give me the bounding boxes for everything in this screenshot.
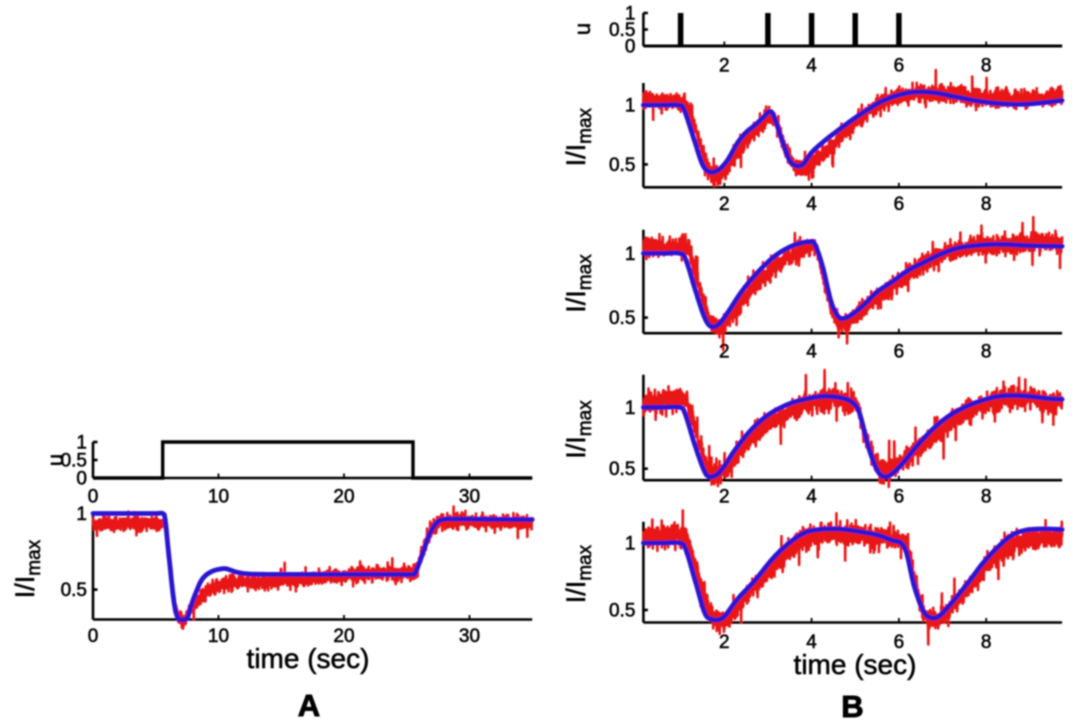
svg-text:1: 1 — [625, 96, 636, 117]
svg-text:6: 6 — [894, 56, 905, 77]
svg-text:I/Imax: I/Imax — [561, 544, 596, 603]
svg-text:4: 4 — [806, 194, 817, 215]
svg-text:0: 0 — [625, 37, 636, 58]
svg-text:0.5: 0.5 — [609, 20, 635, 41]
svg-text:8: 8 — [981, 56, 992, 77]
svg-text:1: 1 — [625, 534, 636, 555]
svg-text:I/Imax: I/Imax — [561, 254, 596, 313]
svg-text:0.5: 0.5 — [609, 308, 635, 329]
svg-text:u: u — [43, 454, 68, 466]
svg-text:0.5: 0.5 — [61, 580, 87, 601]
svg-text:8: 8 — [981, 194, 992, 215]
svg-text:2: 2 — [719, 632, 730, 653]
svg-text:1: 1 — [76, 504, 87, 525]
svg-text:6: 6 — [894, 341, 905, 362]
svg-text:20: 20 — [333, 487, 354, 508]
svg-text:4: 4 — [806, 341, 817, 362]
svg-text:6: 6 — [894, 194, 905, 215]
svg-text:30: 30 — [459, 487, 480, 508]
svg-text:I/Imax: I/Imax — [561, 400, 596, 459]
svg-text:8: 8 — [981, 632, 992, 653]
svg-text:u: u — [570, 23, 595, 35]
svg-text:4: 4 — [806, 632, 817, 653]
svg-text:0: 0 — [88, 626, 99, 647]
svg-text:I/Imax: I/Imax — [561, 108, 596, 167]
svg-text:0.5: 0.5 — [609, 155, 635, 176]
svg-text:2: 2 — [719, 56, 730, 77]
svg-text:time (sec): time (sec) — [794, 649, 917, 680]
svg-text:8: 8 — [981, 341, 992, 362]
svg-text:8: 8 — [981, 487, 992, 508]
svg-text:30: 30 — [459, 626, 480, 647]
svg-text:4: 4 — [806, 487, 817, 508]
svg-text:6: 6 — [894, 487, 905, 508]
svg-text:I/Imax: I/Imax — [10, 539, 45, 598]
svg-text:A: A — [298, 688, 320, 720]
svg-text:2: 2 — [719, 341, 730, 362]
svg-text:1: 1 — [76, 433, 87, 454]
svg-text:time (sec): time (sec) — [247, 643, 370, 674]
svg-text:1: 1 — [625, 244, 636, 265]
svg-text:4: 4 — [806, 56, 817, 77]
svg-text:1: 1 — [625, 398, 636, 419]
svg-text:6: 6 — [894, 632, 905, 653]
svg-text:10: 10 — [208, 626, 229, 647]
svg-text:0.5: 0.5 — [609, 459, 635, 480]
svg-text:1: 1 — [625, 4, 636, 25]
svg-text:0.5: 0.5 — [609, 601, 635, 622]
svg-text:B: B — [841, 689, 863, 720]
svg-text:0: 0 — [88, 487, 99, 508]
svg-text:20: 20 — [333, 626, 354, 647]
svg-text:2: 2 — [719, 194, 730, 215]
svg-text:0.5: 0.5 — [61, 451, 87, 472]
svg-text:2: 2 — [719, 487, 730, 508]
svg-text:10: 10 — [208, 487, 229, 508]
svg-text:0: 0 — [76, 469, 87, 490]
